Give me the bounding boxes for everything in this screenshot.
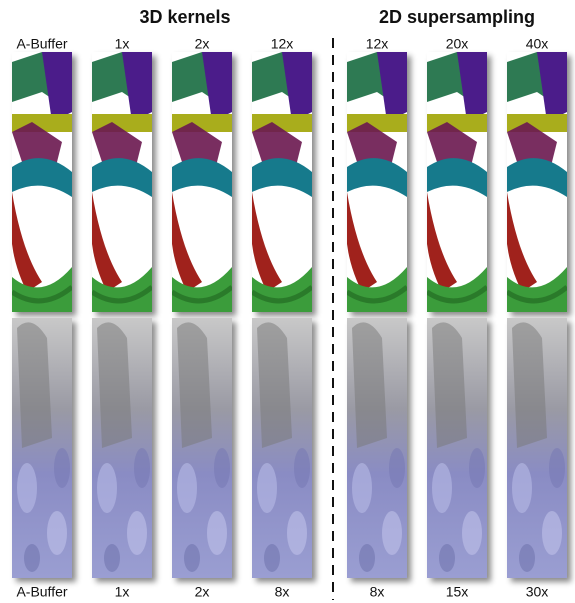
figure: 3D kernels 2D supersampling A-Buffer A-Bu…	[0, 0, 575, 603]
render-panel	[426, 52, 493, 312]
render-panel	[92, 318, 152, 578]
render-panel	[251, 52, 318, 312]
column-label: 8x	[275, 584, 290, 600]
column-label: 15x	[446, 584, 469, 600]
render-panel	[506, 52, 573, 312]
column-label: 2x	[195, 36, 210, 52]
render-panel	[427, 318, 487, 578]
group-header: 3D kernels	[139, 7, 230, 27]
group-header: 2D supersampling	[379, 7, 535, 27]
column-label: 8x	[370, 584, 385, 600]
render-panel	[11, 52, 78, 312]
render-panel	[12, 318, 72, 578]
column-label: 12x	[271, 36, 294, 52]
render-panel	[346, 52, 413, 312]
column-label: 1x	[115, 36, 130, 52]
render-panel	[347, 318, 407, 578]
column-label: A-Buffer	[16, 584, 67, 600]
column-label: 30x	[526, 584, 549, 600]
column-label: 40x	[526, 36, 549, 52]
column-label: 20x	[446, 36, 469, 52]
column-label: 1x	[115, 584, 130, 600]
render-panel	[252, 318, 312, 578]
render-panel	[91, 52, 158, 312]
render-panel	[171, 52, 238, 312]
render-panel	[172, 318, 232, 578]
render-panel	[507, 318, 567, 578]
column-label: 12x	[366, 36, 389, 52]
column-label: 2x	[195, 584, 210, 600]
column-label: A-Buffer	[16, 36, 67, 52]
